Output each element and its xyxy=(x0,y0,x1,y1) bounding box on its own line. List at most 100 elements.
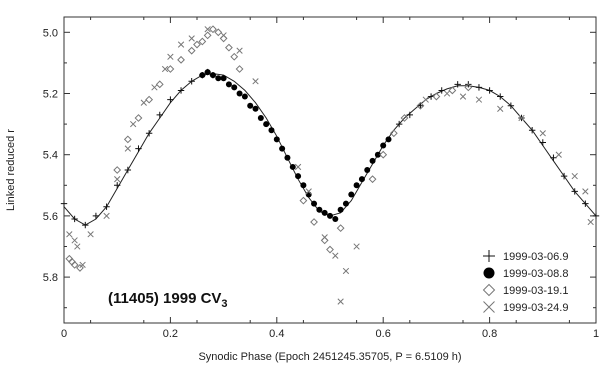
point-s3-6 xyxy=(114,176,121,183)
point-s3-12 xyxy=(167,53,174,60)
point-s3-8 xyxy=(130,120,137,128)
legend-label-0: 1999-03-06.9 xyxy=(503,251,568,263)
point-s1-15 xyxy=(279,145,286,152)
point-s3-25 xyxy=(353,243,360,250)
point-s0-32 xyxy=(417,102,424,109)
point-s1-35 xyxy=(385,136,392,143)
x-tick-label-5: 1 xyxy=(593,328,599,340)
point-s3-30 xyxy=(497,105,504,112)
point-s0-2 xyxy=(82,221,89,229)
point-s2-19 xyxy=(230,52,239,61)
point-s2-32 xyxy=(448,86,457,95)
point-s0-0 xyxy=(60,200,68,207)
point-s3-20 xyxy=(305,188,312,195)
point-s2-15 xyxy=(209,25,217,34)
point-s0-28 xyxy=(582,200,589,207)
point-s2-4 xyxy=(113,166,122,174)
point-s0-33 xyxy=(406,111,413,119)
fit-curve-group xyxy=(63,73,597,226)
point-s1-27 xyxy=(342,200,349,207)
point-s1-19 xyxy=(300,182,307,189)
point-s3-13 xyxy=(177,41,185,48)
legend-label-3: 1999-03-24.9 xyxy=(503,302,568,314)
point-s2-8 xyxy=(155,80,164,89)
point-s2-25 xyxy=(336,224,345,233)
point-s0-26 xyxy=(560,172,568,180)
point-s0-7 xyxy=(135,145,142,152)
point-s2-5 xyxy=(123,135,132,144)
point-s3-17 xyxy=(236,47,243,54)
point-s2-31 xyxy=(432,92,441,101)
point-s3-27 xyxy=(443,90,451,97)
point-s3-16 xyxy=(220,32,227,39)
point-s1-24 xyxy=(327,212,333,219)
point-s2-10 xyxy=(177,55,185,64)
point-s0-8 xyxy=(145,130,153,137)
point-s0-18 xyxy=(475,84,483,91)
point-s1-31 xyxy=(364,167,371,173)
x-tick-label-1: 0.2 xyxy=(163,328,178,340)
point-s3-21 xyxy=(321,234,328,241)
point-s1-30 xyxy=(358,176,365,183)
point-s3-0 xyxy=(66,231,73,238)
point-s0-27 xyxy=(571,188,578,195)
point-s2-2 xyxy=(70,260,79,269)
annotation-main: (11405) 1999 CV xyxy=(108,290,221,307)
point-s3-3 xyxy=(79,261,86,269)
point-s0-16 xyxy=(454,81,461,88)
point-s1-10 xyxy=(252,105,259,112)
point-s1-7 xyxy=(236,90,243,97)
legend-label-1: 1999-03-08.8 xyxy=(503,268,568,280)
point-s1-3 xyxy=(215,75,222,82)
point-s0-25 xyxy=(550,154,557,161)
point-s2-6 xyxy=(134,114,143,122)
point-s0-20 xyxy=(497,93,504,100)
point-s1-12 xyxy=(263,121,270,128)
point-s0-10 xyxy=(167,96,174,103)
point-s3-15 xyxy=(204,26,211,33)
point-s1-1 xyxy=(204,69,211,76)
point-s2-16 xyxy=(214,28,223,37)
y-axis-label: Linked reduced r xyxy=(5,129,17,211)
point-s0-23 xyxy=(528,127,536,134)
point-s1-33 xyxy=(374,151,381,158)
point-s3-32 xyxy=(539,130,546,137)
point-s1-22 xyxy=(316,206,323,213)
point-s0-5 xyxy=(114,182,121,189)
point-s2-20 xyxy=(235,65,244,73)
point-s2-9 xyxy=(166,65,175,73)
point-s1-16 xyxy=(284,154,291,161)
point-s1-28 xyxy=(348,191,355,198)
point-s3-11 xyxy=(161,65,169,73)
point-s2-12 xyxy=(193,40,201,49)
point-s1-25 xyxy=(332,215,339,222)
point-s2-24 xyxy=(326,245,334,254)
point-s2-3 xyxy=(76,264,84,272)
point-s3-14 xyxy=(188,35,195,42)
point-s2-29 xyxy=(400,114,409,122)
point-s0-4 xyxy=(103,203,110,210)
axis-ticks: 0 0.2 0.4 0.6 0.8 1 5.0 5.2 5.4 5.6 5.8 xyxy=(43,17,599,340)
y-tick-label-1: 5.2 xyxy=(43,89,58,101)
point-s2-22 xyxy=(310,218,318,226)
point-s1-17 xyxy=(289,163,296,170)
fit-curve xyxy=(63,73,597,226)
point-s0-12 xyxy=(188,78,195,85)
point-s3-5 xyxy=(103,212,110,220)
point-s3-33 xyxy=(555,151,562,158)
x-tick-label-3: 0.6 xyxy=(376,328,391,340)
point-s1-26 xyxy=(337,206,344,213)
point-s3-26 xyxy=(422,96,429,103)
point-s2-23 xyxy=(320,236,329,245)
plot-area xyxy=(63,16,597,324)
y-tick-label-3: 5.6 xyxy=(43,211,58,223)
point-s2-27 xyxy=(379,150,388,159)
legend-marker-2 xyxy=(482,283,496,297)
point-s1-14 xyxy=(273,136,280,143)
x-tick-label-0: 0 xyxy=(61,328,67,340)
x-tick-label-4: 0.8 xyxy=(482,328,497,340)
point-s1-8 xyxy=(241,93,248,100)
point-s1-23 xyxy=(321,209,328,216)
x-tick-label-2: 0.4 xyxy=(269,328,284,340)
point-s3-24 xyxy=(342,267,350,275)
